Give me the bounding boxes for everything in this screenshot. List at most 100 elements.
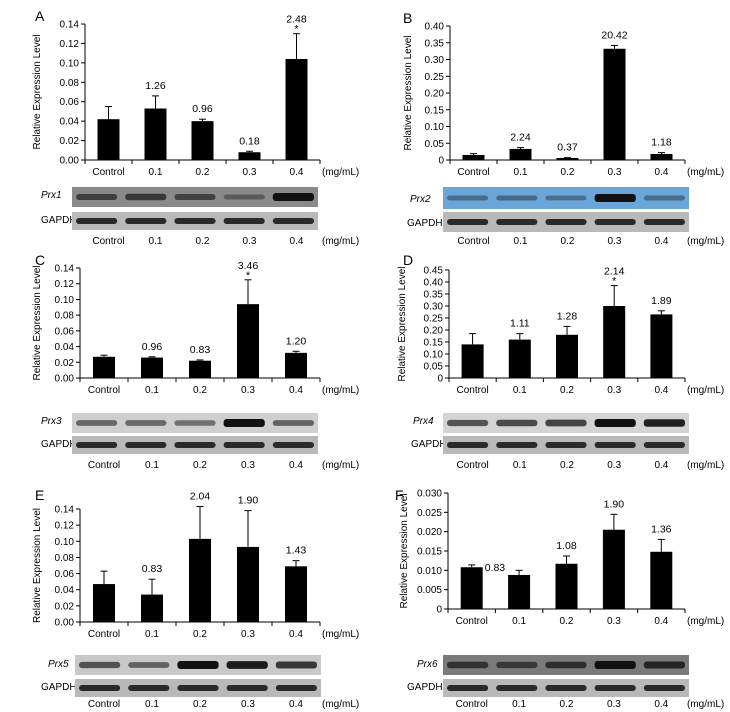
blot-band: [174, 194, 216, 200]
blot-image: [443, 679, 689, 697]
blot-band: [226, 661, 268, 669]
blot-band: [128, 685, 170, 691]
panel-letter: E: [35, 487, 45, 503]
blot-x-label: 0.3: [607, 460, 622, 471]
bar: [97, 119, 120, 160]
blot-band: [545, 219, 587, 225]
data-label: 1.18: [651, 137, 672, 149]
blot-x-label: 0.2: [560, 236, 575, 247]
x-tick-label: Control: [457, 167, 489, 178]
blot-x-unit: (mg/mL): [322, 699, 360, 710]
y-tick-label: 0: [437, 374, 443, 385]
bar: [603, 48, 626, 160]
y-tick-label: 0.14: [55, 505, 75, 516]
x-tick-label: 0.1: [514, 167, 528, 178]
blot-gene-label: Prx3: [41, 416, 62, 427]
panel-letter: D: [403, 252, 414, 268]
x-tick-label: 0.4: [655, 167, 669, 178]
x-tick-label: 0.4: [290, 167, 304, 178]
blot-band: [594, 442, 636, 448]
bar: [141, 357, 163, 378]
x-tick-label: Control: [456, 385, 488, 396]
blot-band: [496, 685, 538, 691]
y-tick-label: 0.025: [417, 508, 442, 519]
bar: [508, 339, 531, 378]
data-label: 3.46: [238, 260, 259, 272]
data-label: 0.83: [485, 562, 506, 574]
bar: [191, 121, 214, 160]
panel-letter: F: [395, 487, 404, 503]
blot-band: [496, 442, 538, 448]
blot-band: [226, 685, 268, 691]
bar: [460, 567, 483, 609]
bar: [555, 563, 578, 609]
blot-image: [72, 436, 318, 454]
data-label: 1.26: [145, 80, 166, 92]
bar: [556, 157, 579, 160]
western-blot-gapdh: [72, 436, 318, 454]
blot-band: [79, 685, 121, 691]
panel-e: E 0.00 0.02 0.04 0.06 0.08 0.10 0.12 0.14 Relati…: [0, 475, 365, 712]
y-tick-label: 0.15: [424, 338, 444, 349]
x-tick-label: 0.4: [654, 385, 668, 396]
blot-x-label: 0.2: [193, 699, 207, 710]
data-label: 2.04: [190, 491, 211, 503]
significance-star: *: [246, 270, 251, 282]
bar-chart-prx1: 0.00 0.02 0.04 0.06 0.08 0.10 0.12 0.14 Relative…: [32, 14, 359, 178]
blot-gene-label: Prx4: [413, 416, 434, 427]
data-label: 2.14: [604, 266, 625, 278]
significance-star: *: [612, 276, 617, 288]
blot-x-label: 0.1: [513, 236, 528, 247]
blot-image: [72, 212, 318, 230]
data-label: 1.43: [286, 545, 307, 557]
blot-x-label: 0.4: [289, 699, 303, 710]
western-blot-prx: [443, 187, 689, 209]
western-blot-prx: [75, 655, 321, 675]
y-tick-label: 0.20: [425, 89, 445, 100]
y-tick-label: 0.005: [417, 585, 442, 596]
blot-band: [128, 662, 170, 668]
blot-x-labels: Control 0.1 0.2 0.3 0.4 (mg/mL): [0, 236, 365, 250]
y-tick-label: 0.30: [424, 302, 444, 313]
panel-b: B 0 0.05 0.10 0.15 0.20 0.25 0.30 0.35 0.40 Relat…: [365, 0, 730, 250]
blot-band: [223, 419, 265, 427]
western-blot-prx: [443, 655, 689, 675]
blot-band: [76, 193, 118, 201]
blot-x-label: 0.3: [242, 236, 257, 247]
y-tick-label: 0.25: [425, 72, 445, 83]
blot-band: [223, 442, 265, 448]
bar-chart-prx5: 0.00 0.02 0.04 0.06 0.08 0.10 0.12 0.14 Relative…: [32, 491, 359, 640]
x-tick-label: 0.3: [608, 167, 622, 178]
blot-band: [594, 194, 636, 202]
western-blot-prx: [72, 413, 318, 433]
y-tick-label: 0.02: [60, 136, 80, 147]
significance-star: *: [294, 24, 299, 36]
blot-x-label: 0.1: [145, 460, 159, 471]
blot-x-label: 0.1: [145, 699, 159, 710]
bar-chart-prx3: 0.00 0.02 0.04 0.06 0.08 0.10 0.12 0.14 Relative…: [32, 260, 359, 396]
y-axis-label: Relative Expression Level: [32, 265, 43, 380]
y-tick-label: 0.25: [424, 314, 444, 325]
blot-x-unit: (mg/mL): [687, 699, 725, 710]
blot-image: [75, 655, 321, 675]
panel-f: F 0 0.005 0.010 0.015 0.020 0.025 0.030 Relativ…: [365, 475, 730, 712]
y-tick-label: 0.00: [55, 618, 75, 629]
panel-d: D 0 0.05 0.10 0.15 0.20 0.25 0.30 0.35 0.40 0.45 R…: [365, 250, 730, 475]
blot-image: [443, 655, 689, 675]
blot-image: [72, 187, 318, 207]
data-label: 0.83: [142, 563, 163, 575]
y-tick-label: 0.12: [60, 39, 80, 50]
bar: [144, 108, 167, 160]
x-tick-label: 0.4: [289, 629, 303, 640]
blot-x-labels: Control 0.1 0.2 0.3 0.4 (mg/mL): [0, 460, 365, 474]
gapdh-label: GAPDH: [41, 682, 77, 693]
blot-gene-label: Prx5: [48, 659, 69, 670]
bar: [462, 154, 485, 160]
bar: [93, 356, 115, 378]
gapdh-label: GAPDH: [411, 439, 447, 450]
bar: [238, 152, 261, 160]
blot-background: [443, 187, 689, 209]
blot-band: [125, 193, 167, 201]
western-blot-gapdh: [443, 212, 689, 232]
y-tick-label: 0.08: [55, 553, 75, 564]
